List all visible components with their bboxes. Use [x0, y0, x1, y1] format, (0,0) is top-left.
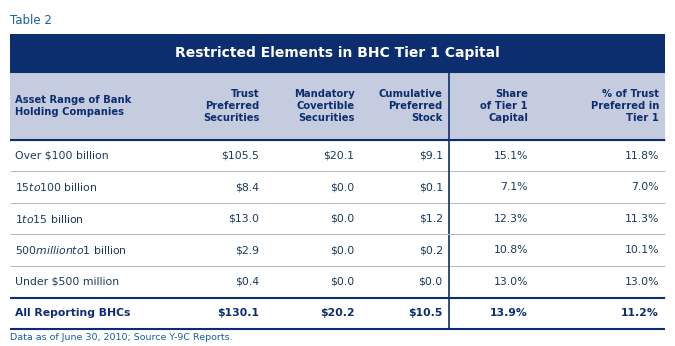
- Text: Table 2: Table 2: [10, 13, 52, 27]
- Text: $0.0: $0.0: [330, 214, 354, 224]
- Text: 15.1%: 15.1%: [493, 151, 528, 161]
- Bar: [10, 172, 665, 203]
- Text: 13.9%: 13.9%: [490, 308, 528, 318]
- Text: Mandatory
Covertible
Securities: Mandatory Covertible Securities: [294, 89, 354, 122]
- Text: 7.1%: 7.1%: [500, 182, 528, 192]
- Text: 11.2%: 11.2%: [621, 308, 659, 318]
- Text: 13.0%: 13.0%: [624, 277, 659, 287]
- Text: $20.2: $20.2: [320, 308, 354, 318]
- Text: $0.0: $0.0: [330, 182, 354, 192]
- Text: 12.3%: 12.3%: [493, 214, 528, 224]
- Text: $20.1: $20.1: [323, 151, 354, 161]
- Bar: [10, 140, 665, 172]
- Text: 7.0%: 7.0%: [631, 182, 659, 192]
- Text: $130.1: $130.1: [217, 308, 259, 318]
- Text: 10.8%: 10.8%: [493, 245, 528, 255]
- Text: $0.0: $0.0: [418, 277, 443, 287]
- Text: $15 to $100 billion: $15 to $100 billion: [15, 181, 98, 193]
- Text: $2.9: $2.9: [236, 245, 259, 255]
- Bar: [10, 203, 665, 235]
- Text: Over $100 billion: Over $100 billion: [15, 151, 109, 161]
- Bar: [10, 266, 665, 298]
- Bar: [10, 72, 665, 140]
- Text: $9.1: $9.1: [419, 151, 443, 161]
- Text: $0.4: $0.4: [236, 277, 259, 287]
- Text: 13.0%: 13.0%: [493, 277, 528, 287]
- Text: $500 million to $1 billion: $500 million to $1 billion: [15, 244, 127, 256]
- Text: 10.1%: 10.1%: [624, 245, 659, 255]
- Text: Data as of June 30, 2010; Source Y-9C Reports.: Data as of June 30, 2010; Source Y-9C Re…: [10, 333, 233, 342]
- Text: $0.1: $0.1: [418, 182, 443, 192]
- Text: $10.5: $10.5: [408, 308, 443, 318]
- Text: All Reporting BHCs: All Reporting BHCs: [15, 308, 130, 318]
- Text: 11.3%: 11.3%: [624, 214, 659, 224]
- Text: $8.4: $8.4: [236, 182, 259, 192]
- Text: Trust
Preferred
Securities: Trust Preferred Securities: [203, 89, 259, 122]
- Text: $0.2: $0.2: [418, 245, 443, 255]
- Bar: [10, 235, 665, 266]
- Text: Cumulative
Preferred
Stock: Cumulative Preferred Stock: [379, 89, 443, 122]
- Text: Asset Range of Bank
Holding Companies: Asset Range of Bank Holding Companies: [15, 95, 132, 117]
- Text: $0.0: $0.0: [330, 277, 354, 287]
- Text: Share
of Tier 1
Capital: Share of Tier 1 Capital: [481, 89, 528, 122]
- Text: Restricted Elements in BHC Tier 1 Capital: Restricted Elements in BHC Tier 1 Capita…: [175, 46, 500, 60]
- Text: $1 to $15 billion: $1 to $15 billion: [15, 213, 84, 225]
- Text: % of Trust
Preferred in
Tier 1: % of Trust Preferred in Tier 1: [591, 89, 659, 122]
- Text: Under $500 million: Under $500 million: [15, 277, 119, 287]
- Bar: [10, 298, 665, 329]
- Text: $105.5: $105.5: [221, 151, 259, 161]
- Text: 11.8%: 11.8%: [624, 151, 659, 161]
- Text: $1.2: $1.2: [419, 214, 443, 224]
- Text: $13.0: $13.0: [228, 214, 259, 224]
- Bar: [10, 34, 665, 72]
- Text: $0.0: $0.0: [330, 245, 354, 255]
